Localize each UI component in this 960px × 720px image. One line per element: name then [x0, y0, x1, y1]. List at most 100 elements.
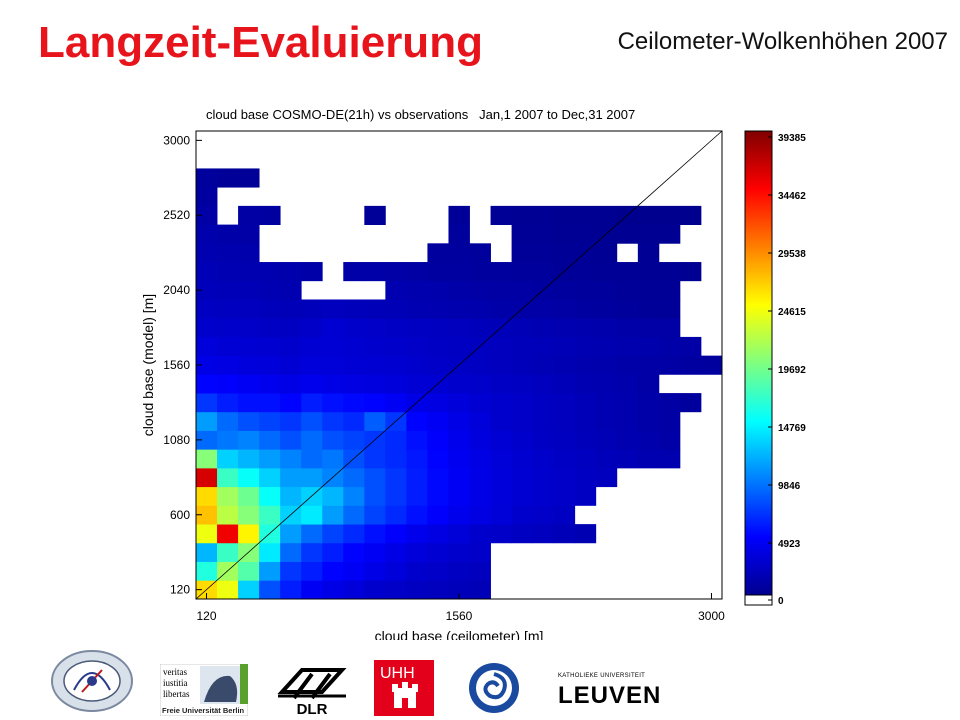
x-axis-label: cloud base (ceilometer) [m] — [375, 628, 544, 640]
colorbar-tick-label: 34462 — [778, 191, 806, 202]
heatmap-cell — [595, 355, 618, 375]
heatmap-cell — [490, 486, 512, 506]
heatmap-cell — [658, 449, 681, 469]
colorbar-ticks: 0 4923 9846 14769 19692 24615 29538 34462 39385 — [768, 133, 806, 607]
heatmap-cell — [322, 393, 344, 413]
heatmap-cell — [532, 299, 555, 319]
heatmap-cell — [532, 374, 555, 394]
heatmap-cell — [364, 205, 386, 225]
heatmap-cell — [217, 355, 239, 375]
heatmap-cell — [595, 430, 618, 450]
heatmap-cell — [658, 318, 681, 338]
heatmap-cell — [217, 299, 239, 319]
heatmap-cell — [322, 299, 344, 319]
heatmap-cell — [490, 280, 512, 300]
heatmap-chart: cloud base COSMO-DE(21h) vs observations… — [140, 107, 806, 640]
heatmap-cell — [616, 280, 639, 300]
heatmap-cell — [490, 374, 512, 394]
heatmap-cell — [553, 224, 576, 244]
heatmap-cell — [616, 318, 639, 338]
heatmap-cell — [469, 486, 491, 506]
heatmap-cell — [532, 224, 555, 244]
x-axis-ticks: 120 1560 3000 — [197, 593, 725, 623]
heatmap-cell — [406, 486, 428, 506]
heatmap-cell — [238, 411, 260, 431]
heatmap-cell — [238, 262, 260, 282]
heatmap-cell — [343, 374, 365, 394]
heatmap-cell — [511, 486, 534, 506]
heatmap-cell — [448, 205, 470, 225]
heatmap-cell — [259, 505, 281, 525]
heatmap-cell — [238, 467, 260, 488]
heatmap-cell — [280, 561, 302, 581]
fu-berlin-logo: veritas iustitia libertas Freie Universi… — [160, 664, 248, 716]
heatmap-cell — [238, 580, 260, 600]
heatmap-cell — [553, 430, 576, 450]
heatmap-cell — [322, 505, 344, 525]
heatmap-cell — [343, 505, 365, 525]
heatmap-cell — [658, 299, 681, 319]
heatmap-cell — [469, 449, 491, 469]
heatmap-cell — [511, 336, 534, 357]
heatmap-cell — [343, 336, 365, 357]
heatmap-cell — [364, 411, 386, 431]
colorbar-tick-label: 14769 — [778, 423, 806, 434]
heatmap-cell — [406, 336, 428, 357]
heatmap-cell — [427, 449, 449, 469]
heatmap-cell — [448, 374, 470, 394]
heatmap-cell — [196, 262, 218, 282]
heatmap-cell — [364, 524, 386, 544]
y-tick-label: 2520 — [163, 208, 190, 222]
heatmap-cell — [637, 449, 660, 469]
heatmap-cell — [343, 411, 365, 431]
heatmap-cell — [574, 262, 597, 282]
x-tick-label: 3000 — [698, 609, 725, 623]
heatmap-cell — [406, 411, 428, 431]
heatmap-cell — [574, 318, 597, 338]
heatmap-cell — [238, 280, 260, 300]
heatmap-cell — [406, 280, 428, 300]
heatmap-cell — [238, 318, 260, 338]
heatmap-cell — [616, 262, 639, 282]
heatmap-cell — [385, 430, 407, 450]
heatmap-cell — [595, 374, 618, 394]
heatmap-cell — [511, 393, 534, 413]
heatmap-cell — [595, 449, 618, 469]
heatmap-cell — [280, 467, 302, 488]
heatmap-cell — [427, 561, 449, 581]
heatmap-cell — [637, 299, 660, 319]
heatmap-cell — [427, 505, 449, 525]
heatmap-cell — [301, 524, 323, 544]
heatmap-cell — [343, 393, 365, 413]
uhh-text: UHH — [380, 665, 415, 682]
heatmap-cell — [322, 486, 344, 506]
heatmap-cell — [595, 299, 618, 319]
heatmap-cell — [280, 393, 302, 413]
heatmap-cell — [679, 336, 702, 357]
heatmap-cell — [658, 280, 681, 300]
heatmap-cell — [553, 393, 576, 413]
heatmap-cell — [280, 542, 302, 562]
heatmap-cell — [553, 411, 576, 431]
heatmap-cell — [196, 449, 218, 469]
heatmap-cell — [301, 262, 323, 282]
heatmap-cell — [616, 411, 639, 431]
heatmap-cell — [364, 262, 386, 282]
colorbar-tick-label: 29538 — [778, 249, 806, 260]
heatmap-cell — [364, 486, 386, 506]
heatmap-cell — [574, 486, 597, 506]
heatmap-cell — [448, 318, 470, 338]
heatmap-cell — [385, 542, 407, 562]
heatmap-cell — [406, 262, 428, 282]
colorbar-tick-label: 4923 — [778, 539, 801, 550]
heatmap-cell — [343, 355, 365, 375]
heatmap-cell — [448, 542, 470, 562]
heatmap-cell — [217, 374, 239, 394]
heatmap-cell — [553, 524, 576, 544]
x-tick-label: 120 — [197, 609, 217, 623]
heatmap-cell — [196, 393, 218, 413]
heatmap-cell — [532, 449, 555, 469]
heatmap-cell — [511, 467, 534, 488]
heatmap-cell — [658, 411, 681, 431]
heatmap-cell — [469, 542, 491, 562]
